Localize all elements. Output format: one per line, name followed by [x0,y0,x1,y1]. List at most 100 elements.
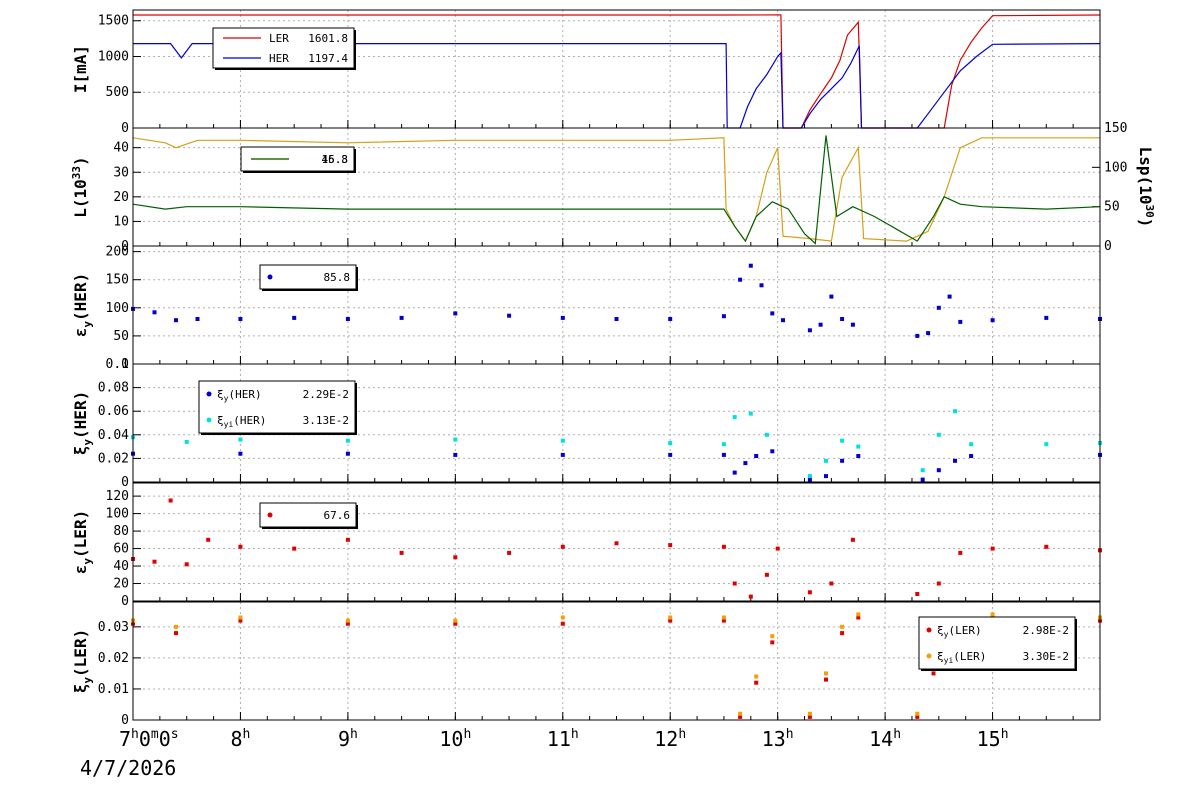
data-point [936,468,941,473]
data-point [840,631,845,636]
data-point [748,411,753,416]
series-xi_ler-1 [131,612,1102,716]
data-point [915,592,920,596]
data-point [969,442,974,447]
y-tick-label: 0.03 [98,620,129,635]
data-point [560,452,565,457]
panel-emittance_ler: 0 20 40 60 80 100 120 εy(LER) 67.6 [71,482,1102,609]
data-point [238,618,243,623]
data-point [920,468,925,473]
data-point [614,317,619,321]
data-point [829,581,834,586]
y-tick-label: 0.08 [98,381,129,396]
legend-box [212,27,355,69]
x-hour-label: 15h [977,727,1009,751]
legend-label: ξy(HER) [217,388,262,403]
x-hour-label: 10h [439,727,471,751]
data-point [990,612,995,617]
series-xi_her-0 [131,449,1102,482]
data-point [764,572,769,577]
data-point [947,294,952,299]
data-point [915,711,920,716]
panel-emittance_her: 0 50 100 150 200 εy(HER) 85.8 [71,245,1102,372]
data-point [453,618,458,623]
y-tick-label: 0.04 [98,428,129,443]
y-tick-label: 1000 [98,49,129,64]
y-tick-label: 100 [106,507,129,522]
data-point [840,438,845,443]
series-emittance_her-0 [131,263,1102,338]
legend: 85.8 [259,264,358,291]
legend-marker [206,417,212,423]
time-axis: 7h0m0s 8h 9h 10h 11h 12h 13h 14h 15h 4/7/2026 [80,727,1009,780]
y2-tick-label: 0 [1104,239,1112,254]
data-point [856,454,861,458]
y-tick-label: 80 [113,524,129,539]
y-tick-label: 500 [106,85,129,100]
legend-value: 15.3 [322,153,349,166]
data-point [990,546,995,551]
data-point [829,294,834,299]
legend-value: 3.30E-2 [1023,650,1069,663]
data-point [770,311,775,316]
data-point [507,550,512,555]
legend-label: ξy(LER) [937,624,982,639]
legend-label: ξyi(LER) [937,650,986,665]
y-axis-label: εy(LER) [71,510,94,574]
data-point [206,537,211,542]
legend-value: 46.8 [322,153,349,166]
data-point [292,315,297,320]
plot-frame [132,127,1101,247]
data-point [345,451,350,456]
data-point [668,441,673,446]
legend: LER 1601.8 HER 1197.4 [212,27,356,70]
data-point [764,432,769,437]
legend-value: 85.8 [324,271,351,284]
y-axis-label: ξy(HER) [71,391,94,455]
data-point [614,541,619,546]
panel-luminosity: 0 10 20 30 40 0 50 100 150 Lsp(1030) L(1033) 46.815… [70,121,1156,254]
data-point [807,477,812,482]
data-point [738,714,743,719]
data-point [721,618,726,623]
y-tick-label: 40 [113,141,129,156]
y-tick-label: 150 [106,273,129,288]
data-point [748,263,753,268]
series-xi_her-1 [131,409,1102,479]
data-point [990,318,995,323]
data-point [721,442,726,447]
data-point [926,331,931,336]
data-point [560,615,565,620]
legend-marker [926,653,932,659]
data-point [721,452,726,457]
legend-label: ξyi(HER) [217,414,266,429]
y-axis-label: I[mA] [71,45,90,93]
y2-tick-label: 150 [1104,121,1127,136]
legend-value: 3.13E-2 [303,414,349,427]
legend-marker [206,391,212,397]
legend-box [198,380,356,434]
data-point [936,581,941,586]
y-tick-label: 100 [106,301,129,316]
x-hour-label: 8h [231,727,251,751]
y2-tick-label: 100 [1104,160,1127,175]
series-line [132,135,1101,245]
y-tick-label: 0 [121,239,129,254]
panel-xi_ler: 0 0.01 0.02 0.03 ξy(LER) ξy(LER) 2.98E-2 ξyi(LE… [71,601,1102,728]
data-point [399,550,404,555]
x-start-label: 7h0m0s [119,727,179,751]
data-point [953,409,957,414]
data-point [770,634,775,639]
data-point [453,311,458,316]
data-point [754,454,759,458]
legend-value: 1197.4 [308,52,348,65]
x-hour-label: 9h [338,727,358,751]
data-point [174,631,178,636]
x-hour-label: 11h [547,727,579,751]
data-point [453,437,458,442]
data-point [770,449,775,454]
series-line [133,43,1101,129]
y-tick-label: 0 [121,713,129,728]
data-point [743,461,748,466]
